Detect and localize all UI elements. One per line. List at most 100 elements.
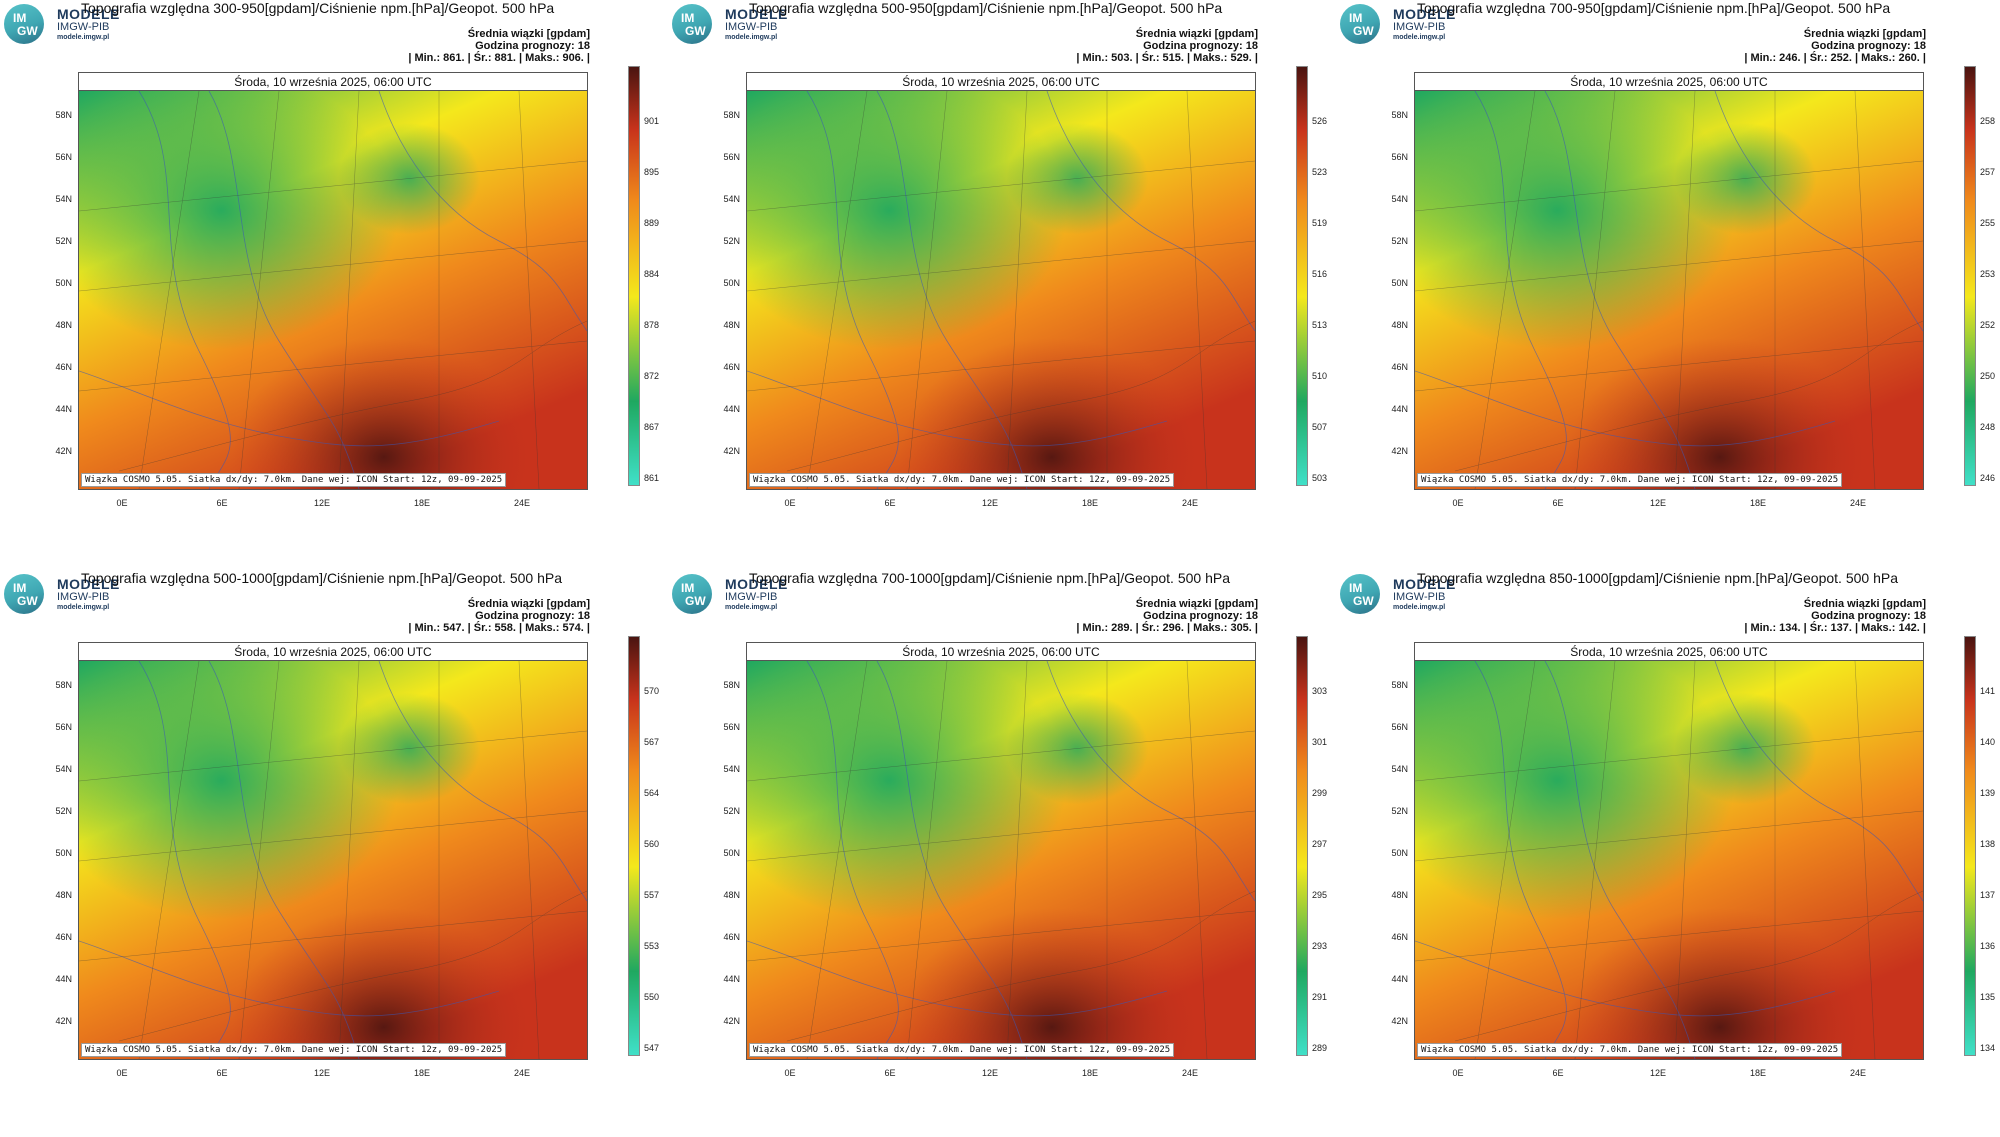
- lon-label: 12E: [1649, 498, 1666, 508]
- lon-label: 6E: [1552, 498, 1564, 508]
- lat-label: 44N: [723, 404, 740, 414]
- panel-title: Topografia względna 500-1000[gpdam]/Ciśn…: [81, 570, 562, 586]
- map-footer: Wiązka COSMO 5.05. Siatka dx/dy: 7.0km. …: [749, 1043, 1175, 1057]
- map-footer: Wiązka COSMO 5.05. Siatka dx/dy: 7.0km. …: [1417, 473, 1843, 487]
- colorbar-label: 895: [644, 167, 660, 177]
- map-footer: Wiązka COSMO 5.05. Siatka dx/dy: 7.0km. …: [81, 1043, 507, 1057]
- colorbar-label: 250: [1980, 371, 1996, 381]
- field-map: [1415, 661, 1923, 1059]
- lon-label: 18E: [1081, 1068, 1098, 1078]
- lat-label: 42N: [723, 1016, 740, 1026]
- colorbar: [1964, 66, 1976, 486]
- map-frame: Środa, 10 września 2025, 06:00 UTC: [1414, 72, 1924, 490]
- colorbar: [628, 636, 640, 1056]
- lon-label: 6E: [884, 498, 896, 508]
- layer-label: Średnia wiązki [gpdam]: [1135, 28, 1258, 40]
- colorbar-label: 253: [1980, 269, 1996, 279]
- colorbar-label: 564: [644, 788, 660, 798]
- forecast-hour: Godzina prognozy: 18: [1811, 610, 1926, 622]
- stats-line: | Min.: 246. | Śr.: 252. | Maks.: 260. |: [1744, 52, 1926, 64]
- colorbar-label: 557: [644, 890, 660, 900]
- logo-site: modele.imgw.pl: [725, 34, 778, 41]
- lon-label: 12E: [981, 1068, 998, 1078]
- map-panel: IM GW MODELE IMGW-PIB modele.imgw.pl Top…: [0, 0, 668, 560]
- colorbar-label: 570: [644, 686, 660, 696]
- lat-label: 50N: [1391, 848, 1408, 858]
- logo-site: modele.imgw.pl: [1393, 604, 1446, 611]
- colorbar-label: 140: [1980, 737, 1996, 747]
- field-svg: [1415, 661, 1923, 1059]
- colorbar-label: 255: [1980, 218, 1996, 228]
- lon-label: 0E: [116, 1068, 128, 1078]
- layer-label: Średnia wiązki [gpdam]: [467, 598, 590, 610]
- logo-org: IMGW-PIB: [1393, 591, 1446, 603]
- lat-label: 58N: [723, 110, 740, 120]
- imgw-logo-icon: IM GW: [672, 574, 712, 614]
- lat-label: 46N: [1391, 362, 1408, 372]
- stats-line: | Min.: 503. | Śr.: 515. | Maks.: 529. |: [1076, 52, 1258, 64]
- logo-org: IMGW-PIB: [57, 21, 110, 33]
- map-panel: IM GW MODELE IMGW-PIB modele.imgw.pl Top…: [1336, 570, 2000, 1130]
- lon-label: 0E: [116, 498, 128, 508]
- colorbar: [1296, 636, 1308, 1056]
- lat-label: 50N: [55, 278, 72, 288]
- imgw-logo: IM GW MODELE IMGW-PIB modele.imgw.pl: [1340, 574, 1490, 616]
- stats-line: | Min.: 861. | Śr.: 881. | Maks.: 906. |: [408, 52, 590, 64]
- map-frame: Środa, 10 września 2025, 06:00 UTC: [746, 72, 1256, 490]
- stats-line: | Min.: 134. | Śr.: 137. | Maks.: 142. |: [1744, 622, 1926, 634]
- map-footer: Wiązka COSMO 5.05. Siatka dx/dy: 7.0km. …: [749, 473, 1175, 487]
- colorbar-label: 135: [1980, 992, 1996, 1002]
- forecast-hour: Godzina prognozy: 18: [475, 610, 590, 622]
- imgw-logo: IM GW MODELE IMGW-PIB modele.imgw.pl: [4, 574, 154, 616]
- lat-label: 42N: [55, 1016, 72, 1026]
- colorbar-label: 553: [644, 941, 660, 951]
- colorbar-label: 567: [644, 737, 660, 747]
- map-date: Środa, 10 września 2025, 06:00 UTC: [79, 73, 587, 91]
- lat-label: 54N: [723, 194, 740, 204]
- lat-label: 50N: [1391, 278, 1408, 288]
- lat-label: 46N: [55, 362, 72, 372]
- logo-site: modele.imgw.pl: [57, 34, 110, 41]
- map-footer: Wiązka COSMO 5.05. Siatka dx/dy: 7.0km. …: [81, 473, 507, 487]
- panel-title: Topografia względna 500-950[gpdam]/Ciśni…: [749, 0, 1223, 16]
- lat-label: 44N: [55, 404, 72, 414]
- lon-label: 6E: [884, 1068, 896, 1078]
- forecast-hour: Godzina prognozy: 18: [1811, 40, 1926, 52]
- imgw-logo-icon: IM GW: [672, 4, 712, 44]
- lat-label: 46N: [723, 932, 740, 942]
- field-svg: [747, 91, 1255, 489]
- field-map: [747, 661, 1255, 1059]
- panel-title: Topografia względna 700-950[gpdam]/Ciśni…: [1417, 0, 1891, 16]
- forecast-hour: Godzina prognozy: 18: [1143, 610, 1258, 622]
- colorbar-label: 901: [644, 116, 660, 126]
- lat-label: 58N: [1391, 680, 1408, 690]
- lat-label: 52N: [723, 236, 740, 246]
- lon-label: 24E: [513, 1068, 530, 1078]
- colorbar-label: 560: [644, 839, 660, 849]
- logo-org: IMGW-PIB: [57, 591, 110, 603]
- logo-org: IMGW-PIB: [1393, 21, 1446, 33]
- colorbar-label: 547: [644, 1043, 660, 1053]
- lat-label: 44N: [1391, 974, 1408, 984]
- colorbar-label: 299: [1312, 788, 1328, 798]
- map-panel: IM GW MODELE IMGW-PIB modele.imgw.pl Top…: [1336, 0, 2000, 560]
- imgw-logo: IM GW MODELE IMGW-PIB modele.imgw.pl: [1340, 4, 1490, 46]
- colorbar-label: 258: [1980, 116, 1996, 126]
- logo-brand: MODELE: [57, 576, 120, 592]
- lon-label: 12E: [1649, 1068, 1666, 1078]
- colorbar: [1296, 66, 1308, 486]
- lat-label: 54N: [723, 764, 740, 774]
- lat-label: 44N: [723, 974, 740, 984]
- colorbar-label: 513: [1312, 320, 1328, 330]
- colorbar-label: 550: [644, 992, 660, 1002]
- lat-label: 52N: [55, 806, 72, 816]
- colorbar-label: 136: [1980, 941, 1996, 951]
- lon-label: 18E: [1749, 498, 1766, 508]
- map-date: Środa, 10 września 2025, 06:00 UTC: [747, 73, 1255, 91]
- lon-label: 18E: [413, 498, 430, 508]
- colorbar-label: 507: [1312, 422, 1328, 432]
- lon-label: 18E: [1081, 498, 1098, 508]
- forecast-hour: Godzina prognozy: 18: [475, 40, 590, 52]
- lat-label: 50N: [723, 278, 740, 288]
- lat-label: 50N: [55, 848, 72, 858]
